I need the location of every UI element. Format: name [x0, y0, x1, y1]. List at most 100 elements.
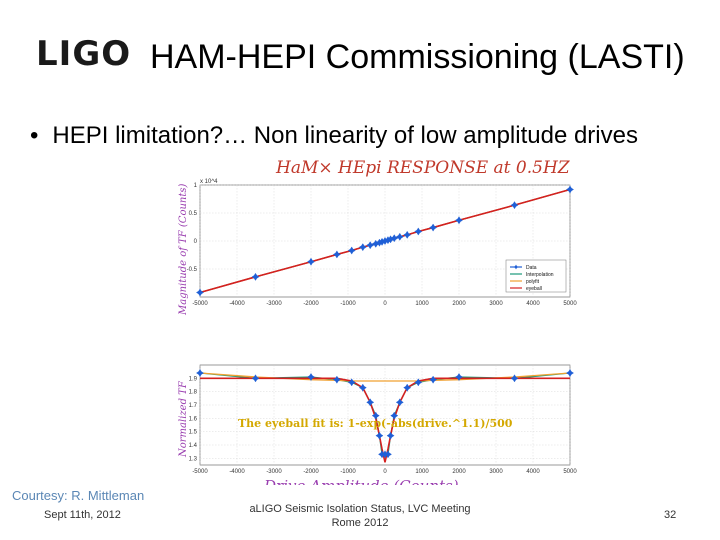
bottom-data-point [395, 398, 404, 407]
fit-annotation: The eyeball fit is: 1-exp(-abs(drive.^1.… [238, 417, 513, 430]
bottom-ytick-label: 1.4 [189, 443, 198, 449]
top-ytick-label: 1 [194, 183, 198, 189]
top-xtick-label: 2000 [452, 301, 466, 307]
bottom-data-point [358, 383, 367, 392]
bottom-xtick-label: -4000 [229, 469, 245, 475]
top-xtick-label: -1000 [340, 301, 356, 307]
legend-label-polyfit: polyfit [526, 279, 540, 285]
top-xtick-label: 3000 [489, 301, 503, 307]
footer-date: Sept 11th, 2012 [44, 509, 121, 521]
bottom-xtick-label: -5000 [192, 469, 208, 475]
top-data-point [332, 250, 341, 259]
top-data-point [395, 232, 404, 241]
footer-event-line2: Rome 2012 [331, 517, 389, 529]
bullet-text: HEPI limitation?… Non linearity of low a… [52, 122, 638, 149]
top-data-point [381, 237, 389, 245]
bottom-ytick-label: 1.7 [189, 403, 198, 409]
bottom-data-point [196, 369, 204, 377]
bottom-data-point [375, 431, 384, 440]
bottom-data-point [371, 411, 380, 420]
top-data-point [403, 230, 412, 239]
bottom-data-point [347, 378, 356, 387]
top-data-point [371, 239, 380, 248]
top-ytick-label: 0.5 [189, 211, 198, 217]
legend-label-data: Data [526, 265, 537, 271]
response-figure: -5000 -4000 -3000 -2000 -1000 0 1000 2000 3000 40… [178, 179, 577, 495]
figure-panel: -5000 -4000 -3000 -2000 -1000 0 1000 2000 3000 40… [176, 175, 586, 495]
bottom-data-point [332, 375, 341, 384]
bottom-xtick-label: -3000 [266, 469, 282, 475]
bottom-series-polyfit [199, 372, 571, 382]
top-data-point [251, 272, 260, 281]
courtesy-note: Courtesy: R. Mittleman [12, 488, 145, 503]
top-xtick-label: 1000 [415, 301, 429, 307]
bottom-plot: -5000 -4000 -3000 -2000 -1000 0 1000 2000 3000 40… [178, 364, 577, 475]
top-xtick-label: -4000 [229, 301, 245, 307]
page-number: 32 [664, 509, 677, 521]
handwritten-title: HaM× HEpi RESPONSE at 0.5HZ [276, 158, 570, 178]
top-xtick-label: -2000 [303, 301, 319, 307]
top-xtick-label: 5000 [563, 301, 577, 307]
bottom-data-point [386, 431, 395, 440]
bottom-data-point [429, 375, 438, 384]
bottom-ytick-label: 1.3 [189, 456, 198, 462]
bullet-point: • HEPI limitation?… Non linearity of low … [30, 122, 638, 150]
footer-event: aLIGO Seismic Isolation Status, LVC Meet… [230, 502, 490, 530]
legend-label-interpolation: Interpolation [526, 272, 554, 278]
top-data-point [429, 223, 438, 232]
top-data-point [307, 257, 315, 266]
legend-marker [513, 264, 519, 270]
top-data-point [455, 216, 463, 225]
slide-title: HAM-HEPI Commissioning (LASTI) [150, 38, 685, 76]
bottom-data-point [455, 373, 463, 381]
bottom-ytick-label: 1.5 [189, 430, 198, 436]
bullet-marker: • [30, 122, 39, 149]
bottom-xtick-label: 2000 [452, 469, 466, 475]
top-data-point [510, 201, 519, 210]
top-data-point [366, 241, 375, 250]
bottom-ylabel: Normalized TF [178, 380, 189, 458]
top-data-point [358, 243, 367, 252]
footer-event-line1: aLIGO Seismic Isolation Status, LVC Meet… [249, 503, 471, 515]
bottom-plot-frame [199, 364, 571, 466]
top-data-point [386, 235, 395, 244]
top-ytick-label: 0 [194, 239, 198, 245]
bottom-data-point [566, 369, 574, 377]
top-ylabel: Magnitude of TF (Counts) [178, 184, 189, 316]
top-xtick-label: 0 [383, 301, 387, 307]
bottom-xtick-label: 3000 [489, 469, 503, 475]
top-data-point [390, 234, 399, 243]
top-y-scale-label: x 10^4 [200, 179, 218, 185]
bottom-xtick-label: 0 [383, 469, 387, 475]
bottom-xtick-label: 1000 [415, 469, 429, 475]
top-plot: -5000 -4000 -3000 -2000 -1000 0 1000 2000 3000 40… [178, 179, 577, 316]
top-xtick-label: -5000 [192, 301, 208, 307]
bottom-series-eyeball [200, 377, 570, 463]
top-data-point [196, 288, 204, 297]
top-ytick-label: -0.5 [187, 267, 198, 273]
bottom-xtick-label: -2000 [303, 469, 319, 475]
ligo-logo: LIGO [36, 34, 132, 74]
legend-label-eyeball: eyeball [526, 286, 542, 292]
x-axis-label: Drive Amplitude (Counts) [263, 477, 459, 485]
bottom-data-point [307, 373, 315, 381]
bottom-ytick-label: 1.6 [189, 416, 198, 422]
bottom-data-point [510, 374, 519, 383]
bottom-xtick-label: 5000 [563, 469, 577, 475]
bottom-data-point [414, 378, 423, 387]
bottom-data-point [403, 383, 412, 392]
bottom-data-point [251, 374, 260, 383]
bottom-xtick-label: 4000 [526, 469, 540, 475]
bottom-ytick-label: 1.9 [189, 376, 198, 382]
top-xtick-label: 4000 [526, 301, 540, 307]
bottom-xtick-label: -1000 [340, 469, 356, 475]
bottom-data-point [390, 411, 399, 420]
bottom-data-point [366, 398, 375, 407]
top-xtick-label: -3000 [266, 301, 282, 307]
bottom-data-point [383, 450, 392, 459]
top-data-point [566, 185, 574, 194]
top-data-point [347, 246, 356, 255]
bottom-ytick-label: 1.8 [189, 390, 198, 396]
top-data-point [414, 227, 423, 236]
